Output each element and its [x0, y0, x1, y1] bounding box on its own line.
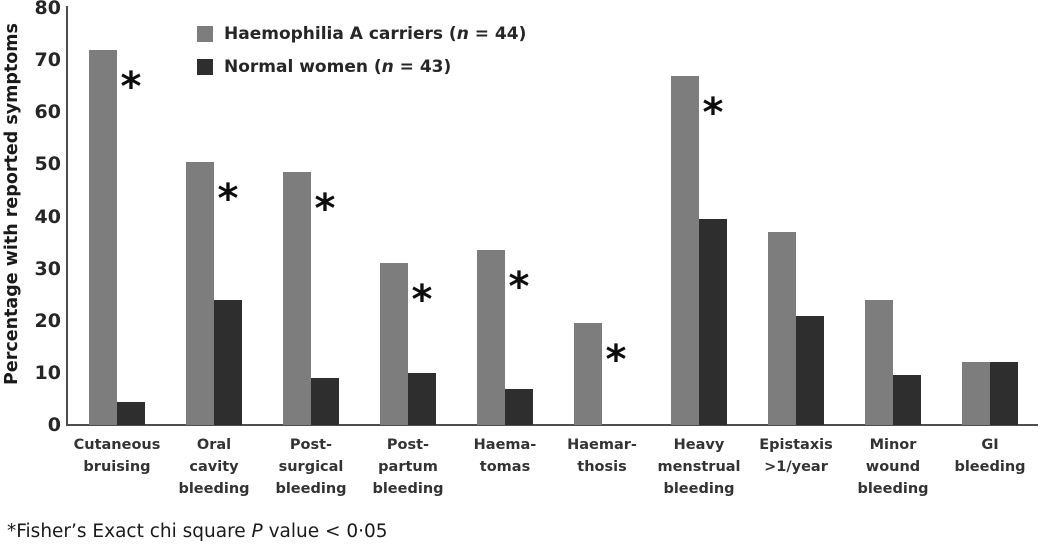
y-tick-50: 50: [34, 153, 61, 176]
x-axis-line: [66, 424, 1038, 426]
legend-swatch-normal-women: [197, 59, 213, 75]
legend: Haemophilia A carriers (n = 44) Normal w…: [197, 24, 526, 90]
y-tick-30: 30: [34, 257, 61, 280]
footnote-suffix: value < 0·05: [262, 521, 388, 542]
bar-carriers-haemarthosis: [574, 323, 602, 425]
legend-label-carriers-n: n: [456, 24, 469, 44]
y-tick-0: 0: [47, 414, 61, 436]
bar-carriers-cutaneous-bruising: [89, 50, 117, 425]
bar-normal-women-epistaxis-1-year: [796, 316, 824, 425]
legend-label-normal-women-prefix: Normal women (: [224, 57, 382, 77]
x-label-heavy-menstrual-bleeding: Heavy menstrual bleeding: [657, 437, 741, 497]
bar-carriers-post-partum-bleeding: [380, 263, 408, 425]
bar-normal-women-cutaneous-bruising: [117, 402, 145, 425]
significance-asterisk-cutaneous-bruising: *: [120, 64, 142, 110]
legend-item-carriers: Haemophilia A carriers (n = 44): [197, 24, 526, 44]
bar-normal-women-oral-cavity-bleeding: [214, 300, 242, 425]
x-label-haematomas: Haema-tomas: [473, 437, 537, 475]
footnote-p: P: [251, 521, 263, 542]
bar-carriers-haematomas: [477, 250, 505, 425]
x-label-post-surgical-bleeding: Post-surgical bleeding: [275, 437, 347, 497]
bar-normal-women-haematomas: [505, 389, 533, 425]
significance-asterisk-heavy-menstrual-bleeding: *: [702, 90, 724, 136]
legend-label-carriers-suffix: = 44): [468, 24, 527, 44]
legend-item-normal-women: Normal women (n = 43): [197, 57, 526, 77]
x-label-post-partum-bleeding: Post-partum bleeding: [372, 437, 444, 497]
significance-asterisk-oral-cavity-bleeding: *: [217, 176, 239, 222]
y-tick-10: 10: [34, 361, 61, 384]
legend-swatch-carriers: [197, 26, 213, 42]
footnote-prefix: *Fisher’s Exact chi square: [7, 521, 252, 542]
bar-normal-women-post-partum-bleeding: [408, 373, 436, 425]
bar-carriers-minor-wound-bleeding: [865, 300, 893, 425]
y-axis-line: [66, 6, 68, 426]
x-label-gi-bleeding: GI bleeding: [954, 437, 1026, 475]
y-tick-40: 40: [34, 205, 61, 228]
significance-asterisk-post-surgical-bleeding: *: [314, 186, 336, 232]
bar-carriers-post-surgical-bleeding: [283, 172, 311, 425]
bar-normal-women-minor-wound-bleeding: [893, 375, 921, 425]
significance-asterisk-post-partum-bleeding: *: [411, 277, 433, 323]
significance-footnote: *Fisher’s Exact chi square P value < 0·0…: [7, 521, 388, 542]
x-label-cutaneous-bruising: Cutaneous bruising: [73, 437, 161, 475]
bar-normal-women-heavy-menstrual-bleeding: [699, 219, 727, 425]
legend-label-normal-women-suffix: = 43): [393, 57, 452, 77]
y-tick-20: 20: [34, 309, 61, 332]
y-tick-60: 60: [34, 101, 61, 124]
legend-label-carriers-prefix: Haemophilia A carriers (: [224, 24, 457, 44]
significance-asterisk-haematomas: *: [508, 264, 530, 310]
bar-carriers-oral-cavity-bleeding: [186, 162, 214, 425]
x-label-haemarthosis: Haemar-thosis: [567, 437, 637, 475]
legend-label-carriers: Haemophilia A carriers (n = 44): [224, 24, 526, 44]
x-label-oral-cavity-bleeding: Oral cavity bleeding: [178, 437, 250, 497]
legend-label-normal-women-n: n: [381, 57, 394, 77]
significance-asterisk-haemarthosis: *: [605, 337, 627, 383]
bar-carriers-heavy-menstrual-bleeding: [671, 76, 699, 425]
legend-label-normal-women: Normal women (n = 43): [224, 57, 451, 77]
bar-carriers-epistaxis-1-year: [768, 232, 796, 425]
y-tick-70: 70: [34, 49, 61, 72]
x-label-minor-wound-bleeding: Minor wound bleeding: [857, 437, 929, 497]
bar-normal-women-gi-bleeding: [990, 362, 1018, 425]
x-label-epistaxis-1-year: Epistaxis >1/year: [759, 437, 833, 475]
bar-carriers-gi-bleeding: [962, 362, 990, 425]
y-tick-80: 80: [34, 0, 61, 19]
bar-normal-women-post-surgical-bleeding: [311, 378, 339, 425]
